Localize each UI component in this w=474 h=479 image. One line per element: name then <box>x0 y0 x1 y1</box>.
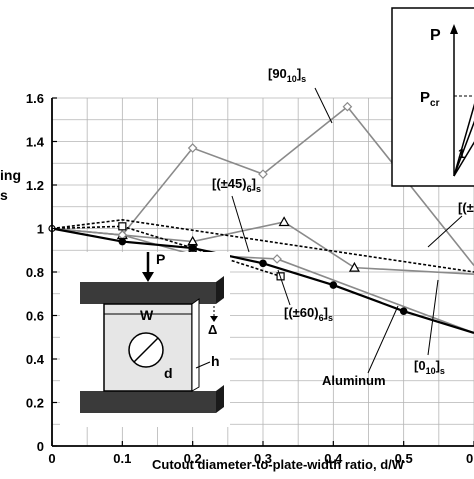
bottom-loading-block <box>80 391 216 413</box>
label-90-10-s: [9010]s <box>268 66 306 84</box>
series-4-point <box>259 259 267 268</box>
inset-load-label: P <box>430 27 441 44</box>
load-arrow-head <box>142 272 154 282</box>
y-tick-label: 0.6 <box>26 309 44 324</box>
series-0-point <box>258 169 268 179</box>
inset-slope-label: 1 <box>458 146 465 161</box>
series-0-point <box>342 101 353 112</box>
y-tick-label: 0.4 <box>26 352 45 367</box>
series-line-2 <box>51 225 281 278</box>
top-block-side <box>216 276 224 304</box>
series-0-point <box>187 143 198 153</box>
label-pm60-6-s: [(±60)6]s <box>284 305 333 323</box>
series-1-point <box>278 216 290 227</box>
leader-0-10-s <box>427 279 439 356</box>
series-4-point <box>188 244 197 252</box>
series-4-point <box>118 237 127 246</box>
y-tick-label: 1.2 <box>26 178 44 193</box>
specimen-thickness-label: h <box>211 353 220 369</box>
cutout-diameter-line <box>133 337 159 363</box>
y-axis-label-line1: ing <box>0 167 21 183</box>
inset-linear-response-2 <box>453 120 474 177</box>
specimen-width-label: W <box>140 307 154 323</box>
leader-pm60-6-s <box>277 269 291 306</box>
y-tick-label: 1.4 <box>26 135 45 150</box>
specimen-load-label: P <box>156 251 165 267</box>
specimen-displacement-label: Δ <box>208 322 217 337</box>
inset-linear-response-3 <box>453 141 474 177</box>
series-line-5 <box>51 218 474 273</box>
series-4-point <box>329 281 338 289</box>
x-tick-label: 0.2 <box>184 451 202 466</box>
x-axis-title: Cutout diameter-to-plate-width ratio, d/… <box>152 457 405 472</box>
label-aluminum: Aluminum <box>322 373 386 388</box>
specimen-diagram: d W P Δ h <box>60 251 230 427</box>
x-tick-label: 0.4 <box>324 451 343 466</box>
x-tick-label: 0.3 <box>254 451 272 466</box>
series-4-point <box>399 307 408 315</box>
axes: 0 0.1 0.2 0.3 0.4 0.5 0. 0 0.2 0.4 0.6 0.8 1 1.2 1.4 1.… <box>26 91 474 466</box>
y-tick-label: 1.6 <box>26 91 44 106</box>
series-2-point <box>118 222 127 231</box>
x-tick-label: 0.5 <box>395 451 413 466</box>
inset-load-axis-arrow <box>450 24 458 34</box>
inset-linear-response-1 <box>453 103 474 177</box>
y-tick-label: 0 <box>37 439 44 454</box>
svg-text:[(±45)6]s: [(±45)6]s <box>212 176 261 194</box>
thickness-leader <box>195 361 211 369</box>
x-tick-label: 0. <box>466 451 474 466</box>
series-1-point <box>348 261 360 272</box>
y-tick-label: 1 <box>37 222 44 237</box>
series-3-point <box>272 254 282 264</box>
specimen-diameter-label: d <box>164 365 173 381</box>
displacement-arrow-head <box>210 316 218 322</box>
x-tick-label: 0.1 <box>113 451 131 466</box>
label-pm-partial: [(± <box>458 200 474 215</box>
y-tick-label: 0.2 <box>26 396 44 411</box>
top-loading-block <box>80 282 216 304</box>
y-axis-label-line2: s <box>0 187 8 203</box>
plate-thickness-edge <box>191 298 200 392</box>
leader-pm45-6-s <box>231 195 250 253</box>
x-tick-label: 0 <box>48 451 55 466</box>
label-0-10-s: [010]s <box>414 358 445 376</box>
bottom-block-side <box>216 385 224 413</box>
label-pm45-6-s: [(±45)6]s <box>212 176 261 194</box>
leader-aluminum <box>367 305 399 374</box>
svg-text:[010]s: [010]s <box>414 358 445 376</box>
leader-pm-partial <box>427 215 463 248</box>
leader-90-10-s <box>314 87 333 124</box>
inset-pcr-label: Pcr <box>420 89 440 109</box>
svg-text:[9010]s: [9010]s <box>268 66 306 84</box>
y-tick-label: 0.8 <box>26 265 44 280</box>
load-displacement-inset: P Pcr 1 <box>391 7 474 187</box>
svg-text:[(±60)6]s: [(±60)6]s <box>284 305 333 323</box>
